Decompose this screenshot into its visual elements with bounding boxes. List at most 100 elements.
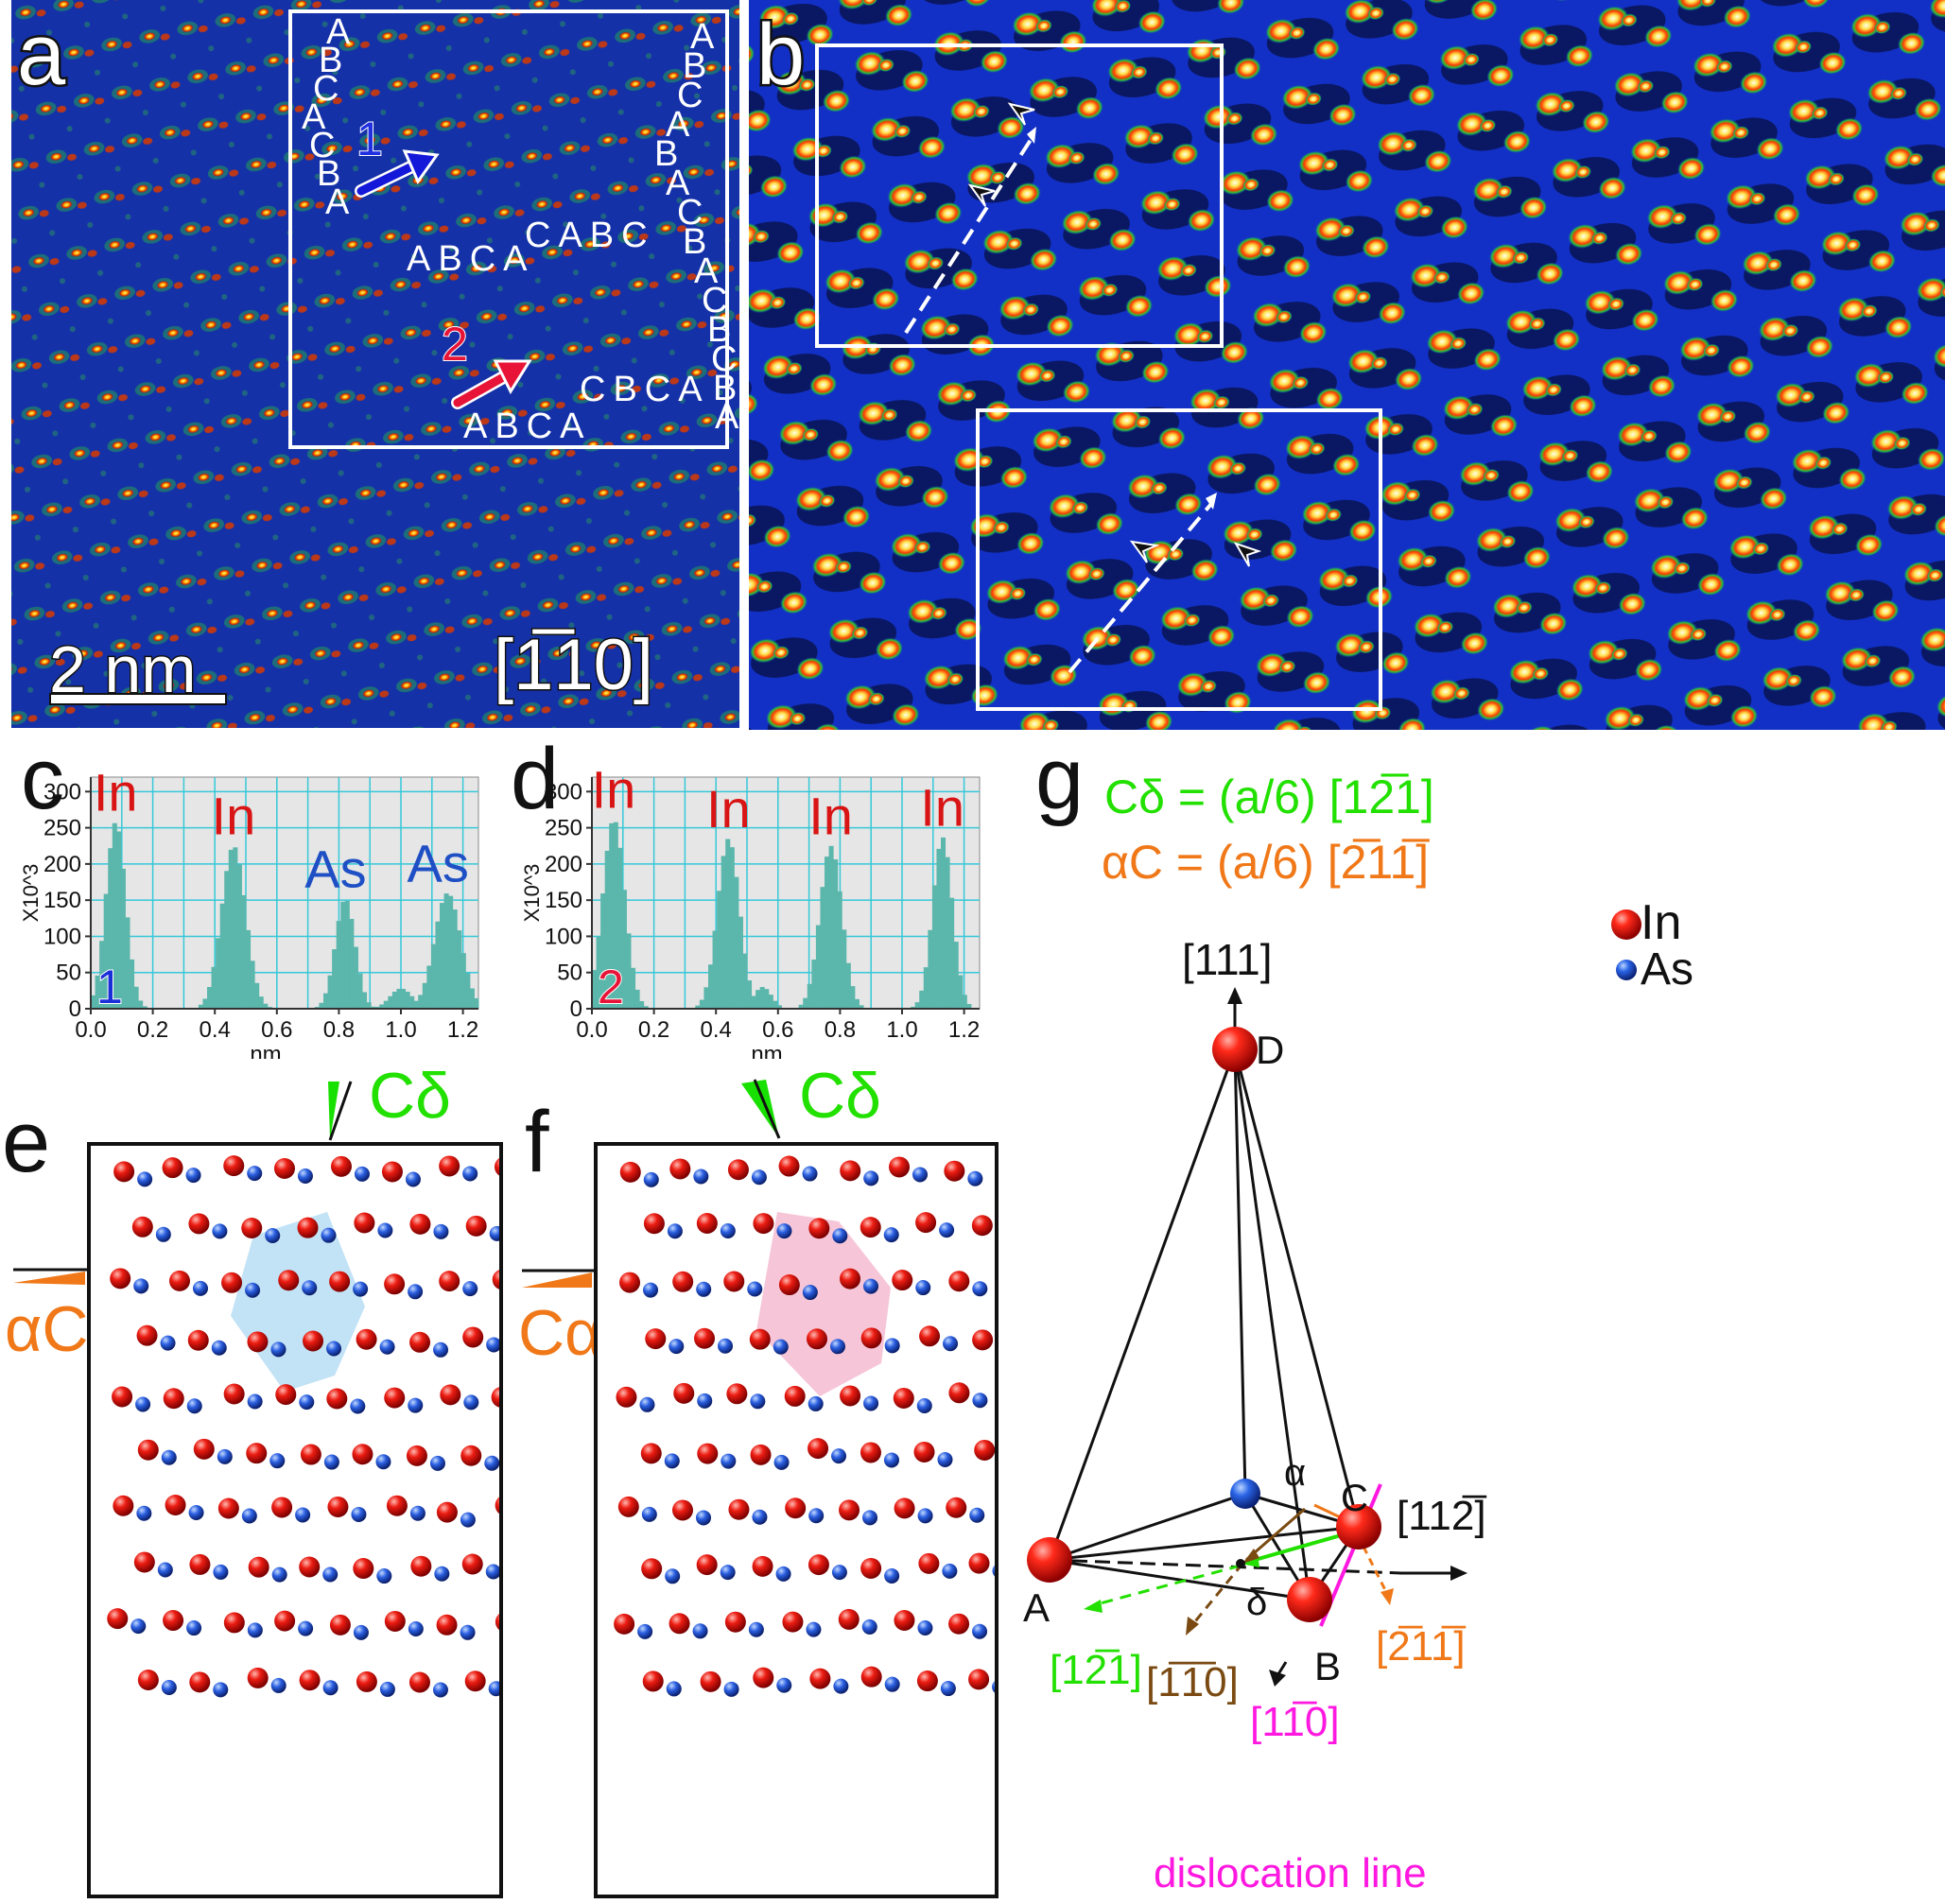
as-atom bbox=[667, 1223, 683, 1239]
in-atom bbox=[189, 1671, 211, 1693]
in-atom bbox=[948, 1613, 970, 1635]
histogram-bar bbox=[353, 946, 358, 1009]
histogram-bar bbox=[401, 988, 407, 1009]
histogram-bar bbox=[357, 973, 363, 1009]
histogram-bar bbox=[362, 992, 368, 1009]
as-atom bbox=[462, 1166, 478, 1182]
histogram-bar bbox=[734, 876, 739, 1009]
y-tick-label: 0 bbox=[69, 996, 81, 1022]
histogram-bar bbox=[452, 909, 458, 1009]
histogram-bar bbox=[911, 1006, 916, 1009]
histogram-bar bbox=[759, 987, 765, 1009]
histogram-bar bbox=[99, 941, 105, 1009]
as-atom bbox=[486, 1337, 499, 1353]
x-tick-label: 0.0 bbox=[75, 1017, 106, 1043]
histogram-bar bbox=[845, 962, 851, 1009]
as-atom bbox=[433, 1223, 449, 1239]
atom-center-as bbox=[1230, 1479, 1260, 1509]
histogram-bar bbox=[828, 845, 834, 1009]
y-tick-label: 250 bbox=[545, 816, 582, 841]
stack-letter: C bbox=[309, 126, 336, 165]
in-atom bbox=[968, 1552, 990, 1574]
in-atom bbox=[386, 1495, 408, 1516]
panel-a-seq-upper-right: CABC bbox=[525, 216, 655, 255]
in-atom bbox=[495, 1614, 499, 1631]
x-tick-label: 0.8 bbox=[323, 1017, 355, 1043]
stack-letter: C bbox=[677, 76, 703, 115]
stack-letter: A bbox=[325, 182, 350, 222]
histogram-bar bbox=[91, 995, 96, 1009]
as-atom bbox=[185, 1168, 201, 1184]
as-atom bbox=[721, 1453, 737, 1469]
as-atom bbox=[295, 1507, 311, 1523]
as-atom bbox=[188, 1505, 204, 1521]
dir-211-label: [2̅11̅] bbox=[1376, 1623, 1466, 1670]
in-atom bbox=[165, 1495, 186, 1516]
histogram-bar bbox=[448, 895, 454, 1009]
in-atom bbox=[723, 1271, 745, 1292]
in-atom bbox=[724, 1611, 746, 1633]
histogram-bar bbox=[202, 998, 208, 1009]
in-atom bbox=[808, 1218, 830, 1239]
point-c-label: C bbox=[1341, 1478, 1368, 1519]
as-atom bbox=[460, 1512, 476, 1528]
in-atom bbox=[672, 1271, 694, 1292]
in-atom bbox=[642, 1670, 664, 1692]
as-atom bbox=[489, 1225, 499, 1241]
in-atom bbox=[297, 1217, 319, 1238]
histogram-bar bbox=[133, 986, 139, 1009]
panel-e-alphac-label: αC bbox=[5, 1293, 89, 1365]
histogram-bar bbox=[336, 921, 341, 1009]
in-atom bbox=[354, 1212, 375, 1234]
as-atom bbox=[773, 1339, 789, 1355]
as-atom bbox=[133, 1278, 149, 1294]
histogram-bar bbox=[958, 975, 964, 1009]
stack-letter: B bbox=[683, 46, 707, 86]
histogram-bar bbox=[949, 897, 955, 1009]
as-atom bbox=[637, 1623, 653, 1639]
panel-f-cdelta-label: Cδ bbox=[799, 1060, 881, 1132]
as-atom bbox=[695, 1510, 711, 1526]
x-axis-label: nm bbox=[751, 1042, 782, 1059]
in-atom bbox=[436, 1614, 458, 1636]
in-atom bbox=[839, 1499, 860, 1521]
as-atom bbox=[299, 1394, 315, 1411]
histogram-bar bbox=[596, 936, 601, 1009]
cdelta-wedge-e-icon bbox=[328, 1081, 353, 1141]
in-atom bbox=[673, 1382, 695, 1404]
histogram-bar bbox=[604, 850, 610, 1009]
in-atom bbox=[356, 1328, 377, 1350]
in-atom bbox=[494, 1158, 499, 1176]
histogram-bar bbox=[592, 970, 598, 1009]
as-atom bbox=[217, 1448, 233, 1464]
as-atom bbox=[241, 1508, 257, 1524]
panel-a-letter: a bbox=[14, 7, 67, 103]
histogram-bar bbox=[842, 929, 847, 1009]
x-tick-label: 1.2 bbox=[447, 1017, 478, 1043]
dir-1m10-label: [11̅0] bbox=[1250, 1699, 1340, 1745]
legend-in-label: In bbox=[1641, 895, 1682, 950]
as-atom bbox=[488, 1681, 499, 1697]
in-atom bbox=[968, 1669, 990, 1690]
panel-a-lattice bbox=[11, 0, 739, 728]
in-atom bbox=[278, 1270, 300, 1291]
histogram-bar bbox=[966, 1003, 972, 1009]
histogram-bar bbox=[803, 997, 808, 1009]
histogram-bar bbox=[409, 995, 415, 1009]
y-axis-label: X10^3 bbox=[19, 864, 43, 923]
in-atom bbox=[974, 1439, 995, 1461]
y-tick-label: 50 bbox=[56, 961, 81, 986]
as-atom bbox=[377, 1222, 393, 1238]
as-atom bbox=[155, 1226, 171, 1242]
as-atom bbox=[379, 1681, 395, 1697]
histogram-bar bbox=[130, 959, 135, 1009]
red-arrow-icon bbox=[451, 359, 532, 409]
in-atom bbox=[840, 1268, 861, 1290]
histogram-bar bbox=[112, 822, 117, 1009]
in-atom bbox=[892, 1270, 913, 1291]
in-atom bbox=[784, 1385, 806, 1407]
stack-letter: C bbox=[677, 193, 703, 233]
as-atom bbox=[641, 1506, 657, 1522]
panel-e-atom-model bbox=[87, 1142, 503, 1898]
in-atom bbox=[619, 1272, 641, 1293]
